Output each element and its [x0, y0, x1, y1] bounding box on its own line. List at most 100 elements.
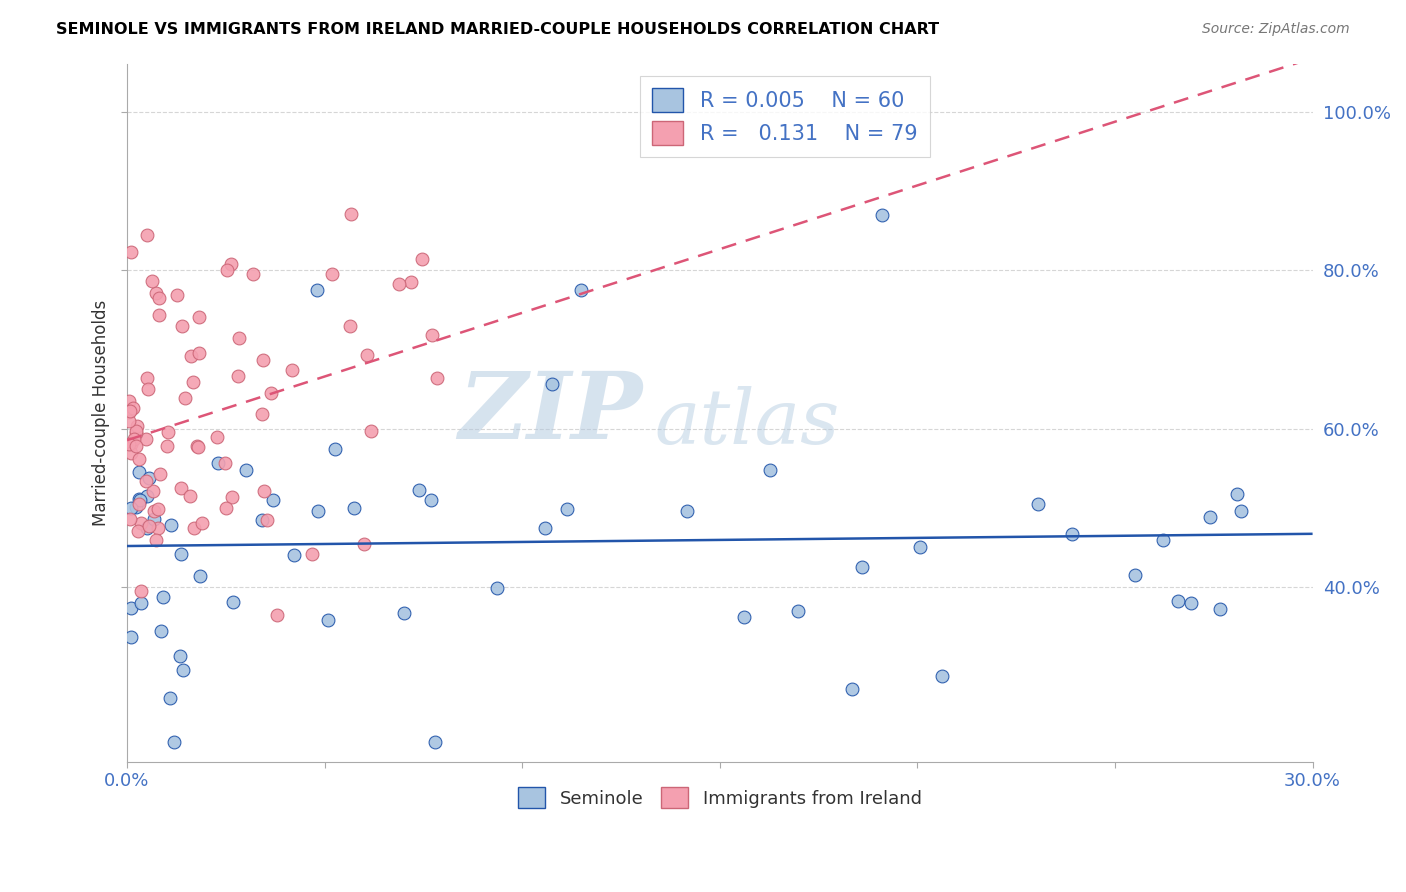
Point [250, 513, 273, 527]
Point [120, 446, 142, 460]
Point [145, 533, 167, 547]
Point [169, 649, 191, 664]
Point [187, 346, 209, 360]
Point [142, 504, 165, 518]
Point [118, 405, 141, 419]
Point [118, 437, 141, 451]
Point [156, 439, 179, 453]
Point [120, 437, 142, 451]
Point [353, 537, 375, 551]
Point [360, 424, 382, 438]
Point [399, 275, 422, 289]
Point [120, 512, 142, 526]
Point [136, 382, 159, 396]
Point [1123, 568, 1146, 582]
Point [172, 318, 194, 333]
Point [120, 500, 142, 515]
Point [340, 207, 363, 221]
Point [143, 512, 166, 526]
Point [342, 500, 364, 515]
Point [870, 208, 893, 222]
Point [214, 456, 236, 470]
Point [422, 328, 444, 343]
Point [186, 439, 208, 453]
Point [187, 310, 209, 324]
Point [141, 274, 163, 288]
Point [1152, 533, 1174, 548]
Legend: Seminole, Immigrants from Ireland: Seminole, Immigrants from Ireland [510, 780, 929, 815]
Point [908, 540, 931, 554]
Point [149, 467, 172, 481]
Point [1198, 510, 1220, 524]
Point [170, 481, 193, 495]
Point [394, 606, 416, 620]
Point [733, 610, 755, 624]
Point [420, 492, 443, 507]
Point [411, 252, 433, 267]
Point [252, 352, 274, 367]
Point [183, 521, 205, 535]
Point [142, 483, 165, 498]
Point [163, 735, 186, 749]
Point [1167, 594, 1189, 608]
Point [426, 371, 449, 385]
Point [128, 465, 150, 479]
Point [128, 451, 150, 466]
Point [387, 277, 409, 291]
Point [138, 470, 160, 484]
Point [149, 624, 172, 639]
Point [135, 227, 157, 242]
Point [148, 291, 170, 305]
Point [118, 414, 141, 428]
Point [305, 283, 328, 297]
Point [1230, 504, 1253, 518]
Point [188, 569, 211, 583]
Text: atlas: atlas [655, 386, 839, 460]
Point [207, 430, 229, 444]
Point [128, 498, 150, 512]
Point [425, 735, 447, 749]
Point [339, 318, 361, 333]
Point [485, 581, 508, 595]
Point [555, 502, 578, 516]
Point [787, 605, 810, 619]
Point [301, 547, 323, 561]
Point [541, 376, 564, 391]
Point [221, 490, 243, 504]
Point [356, 348, 378, 362]
Point [148, 308, 170, 322]
Point [156, 425, 179, 440]
Point [214, 500, 236, 515]
Point [260, 386, 283, 401]
Point [128, 491, 150, 506]
Point [675, 504, 697, 518]
Point [1026, 497, 1049, 511]
Point [172, 663, 194, 677]
Point [533, 521, 555, 535]
Point [145, 285, 167, 300]
Point [125, 419, 148, 434]
Point [120, 245, 142, 260]
Point [571, 283, 593, 297]
Text: ZIP: ZIP [458, 368, 643, 458]
Point [118, 394, 141, 409]
Point [122, 401, 145, 415]
Point [280, 363, 302, 377]
Text: Source: ZipAtlas.com: Source: ZipAtlas.com [1202, 22, 1350, 37]
Point [931, 669, 953, 683]
Point [135, 432, 157, 446]
Point [266, 608, 288, 623]
Point [138, 518, 160, 533]
Point [129, 493, 152, 508]
Point [262, 493, 284, 508]
Point [1226, 487, 1249, 501]
Point [1208, 601, 1230, 615]
Point [120, 601, 142, 615]
Point [136, 489, 159, 503]
Point [221, 257, 243, 271]
Point [159, 691, 181, 706]
Point [120, 404, 142, 418]
Point [129, 583, 152, 598]
Point [179, 489, 201, 503]
Point [321, 267, 343, 281]
